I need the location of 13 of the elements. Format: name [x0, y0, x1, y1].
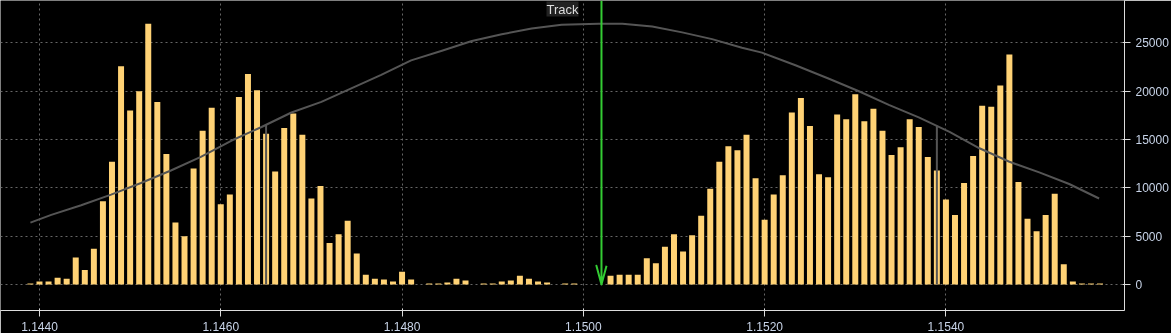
x-tick-label: 1.1540: [927, 319, 965, 333]
x-tick-label: 1.1460: [202, 319, 240, 333]
x-tick-label: 1.1500: [565, 319, 603, 333]
x-tick-label: 1.1440: [21, 319, 59, 333]
y-tick-label: 25000: [1135, 36, 1170, 51]
annotation: Track: [546, 1, 580, 17]
y-tick-label: 5000: [1135, 229, 1163, 244]
x-tick-label: 1.1520: [746, 319, 784, 333]
y-tick-label: 20000: [1135, 84, 1170, 99]
y-tick-label: 0: [1135, 277, 1143, 292]
y-tick-label: 15000: [1135, 133, 1170, 148]
x-tick-label: 1.1480: [383, 319, 421, 333]
y-tick-label: 10000: [1135, 181, 1170, 196]
